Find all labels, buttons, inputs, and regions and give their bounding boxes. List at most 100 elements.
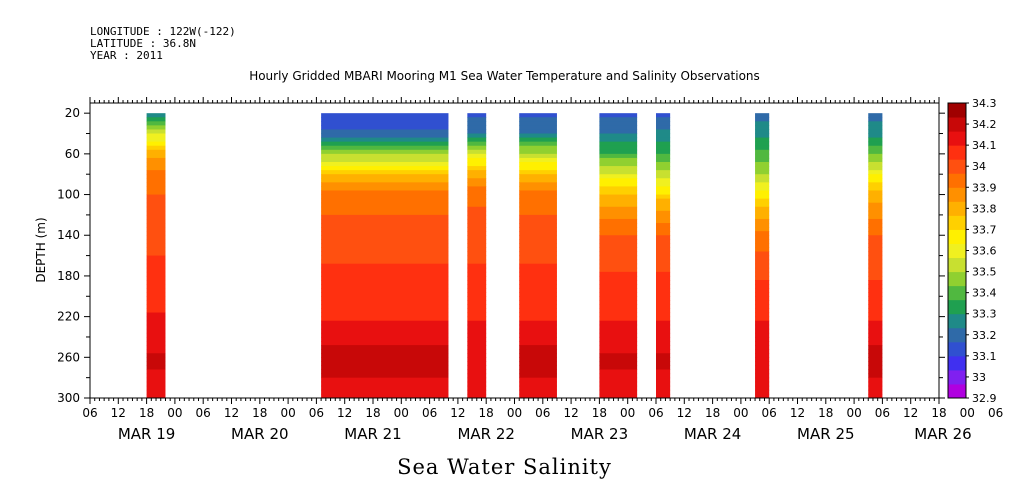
- x-date-label: MAR 20: [231, 425, 288, 443]
- salinity-cell: [599, 377, 638, 383]
- salinity-cell: [321, 145, 449, 151]
- salinity-cell: [656, 190, 671, 196]
- salinity-cell: [467, 235, 487, 240]
- salinity-cell: [519, 259, 557, 265]
- salinity-cell: [656, 296, 671, 301]
- salinity-cell: [146, 149, 166, 155]
- salinity-cell: [868, 129, 883, 135]
- salinity-cell: [868, 373, 883, 379]
- colorbar-cell: [948, 145, 966, 160]
- salinity-cell: [146, 365, 166, 371]
- salinity-cell: [868, 231, 883, 236]
- salinity-cell: [755, 141, 770, 147]
- chart-subtitle: Sea Water Salinity: [397, 455, 612, 479]
- salinity-cell: [868, 292, 883, 297]
- colorbar-cell: [948, 201, 966, 216]
- salinity-cell: [656, 121, 671, 126]
- salinity-cell: [599, 341, 638, 346]
- salinity-cell: [755, 145, 770, 151]
- salinity-cell: [321, 210, 449, 216]
- salinity-cell: [755, 280, 770, 285]
- salinity-cell: [868, 336, 883, 342]
- salinity-cell: [868, 385, 883, 391]
- salinity-cell: [755, 393, 770, 399]
- data-segments: [146, 113, 883, 399]
- salinity-cell: [321, 178, 449, 183]
- salinity-cell: [519, 280, 557, 285]
- salinity-cell: [599, 210, 638, 216]
- salinity-cell: [519, 174, 557, 179]
- salinity-cell: [755, 259, 770, 265]
- salinity-cell: [868, 194, 883, 200]
- salinity-cell: [868, 300, 883, 305]
- salinity-cell: [868, 284, 883, 289]
- salinity-cell: [321, 113, 449, 118]
- salinity-cell: [656, 361, 671, 366]
- salinity-cell: [868, 259, 883, 265]
- salinity-cell: [467, 157, 487, 163]
- salinity-cell: [519, 113, 557, 118]
- salinity-cell: [146, 300, 166, 305]
- salinity-cell: [656, 275, 671, 281]
- salinity-cell: [656, 141, 671, 147]
- salinity-cell: [519, 389, 557, 395]
- salinity-cell: [599, 174, 638, 179]
- salinity-cell: [868, 166, 883, 171]
- x-tick-label: 00: [620, 406, 635, 420]
- x-date-label: MAR 24: [684, 425, 741, 443]
- salinity-cell: [467, 190, 487, 196]
- x-tick-label: 06: [422, 406, 437, 420]
- salinity-cell: [599, 296, 638, 301]
- salinity-cell: [599, 153, 638, 159]
- salinity-cell: [321, 288, 449, 293]
- colorbar-cell: [948, 369, 966, 385]
- salinity-cell: [868, 304, 883, 309]
- salinity-cell: [656, 117, 671, 122]
- segment-7: [868, 113, 883, 399]
- salinity-cell: [321, 117, 449, 122]
- salinity-cell: [467, 218, 487, 224]
- salinity-cell: [599, 345, 638, 350]
- salinity-cell: [755, 231, 770, 236]
- salinity-cell: [321, 125, 449, 130]
- salinity-cell: [467, 223, 487, 228]
- salinity-cell: [868, 202, 883, 208]
- salinity-cell: [467, 369, 487, 375]
- salinity-cell: [467, 336, 487, 342]
- salinity-cell: [321, 162, 449, 167]
- salinity-cell: [656, 182, 671, 187]
- salinity-cell: [868, 190, 883, 196]
- salinity-cell: [321, 349, 449, 354]
- salinity-cell: [868, 227, 883, 232]
- x-tick-label: 18: [479, 406, 494, 420]
- salinity-cell: [656, 231, 671, 236]
- salinity-cell: [321, 247, 449, 253]
- salinity-cell: [146, 336, 166, 342]
- salinity-cell: [656, 393, 671, 399]
- salinity-cell: [656, 133, 671, 139]
- salinity-cell: [519, 373, 557, 379]
- salinity-cell: [146, 206, 166, 212]
- salinity-cell: [599, 170, 638, 175]
- salinity-cell: [656, 377, 671, 383]
- salinity-cell: [146, 198, 166, 204]
- salinity-cell: [146, 292, 166, 297]
- salinity-cell: [868, 125, 883, 130]
- colorbar-label: 33.6: [972, 245, 997, 258]
- salinity-cell: [755, 243, 770, 248]
- colorbar-cell: [948, 173, 966, 188]
- salinity-cell: [519, 186, 557, 191]
- salinity-cell: [599, 324, 638, 330]
- x-tick-label: 18: [705, 406, 720, 420]
- salinity-cell: [755, 235, 770, 240]
- salinity-cell: [868, 316, 883, 322]
- salinity-cell: [656, 267, 671, 273]
- salinity-cell: [146, 243, 166, 248]
- x-tick-label: 06: [762, 406, 777, 420]
- salinity-cell: [755, 239, 770, 244]
- salinity-cell: [519, 170, 557, 175]
- y-axis-label: DEPTH (m): [34, 217, 48, 282]
- colorbar-label: 33.2: [972, 329, 997, 342]
- salinity-cell: [599, 186, 638, 191]
- salinity-cell: [656, 149, 671, 155]
